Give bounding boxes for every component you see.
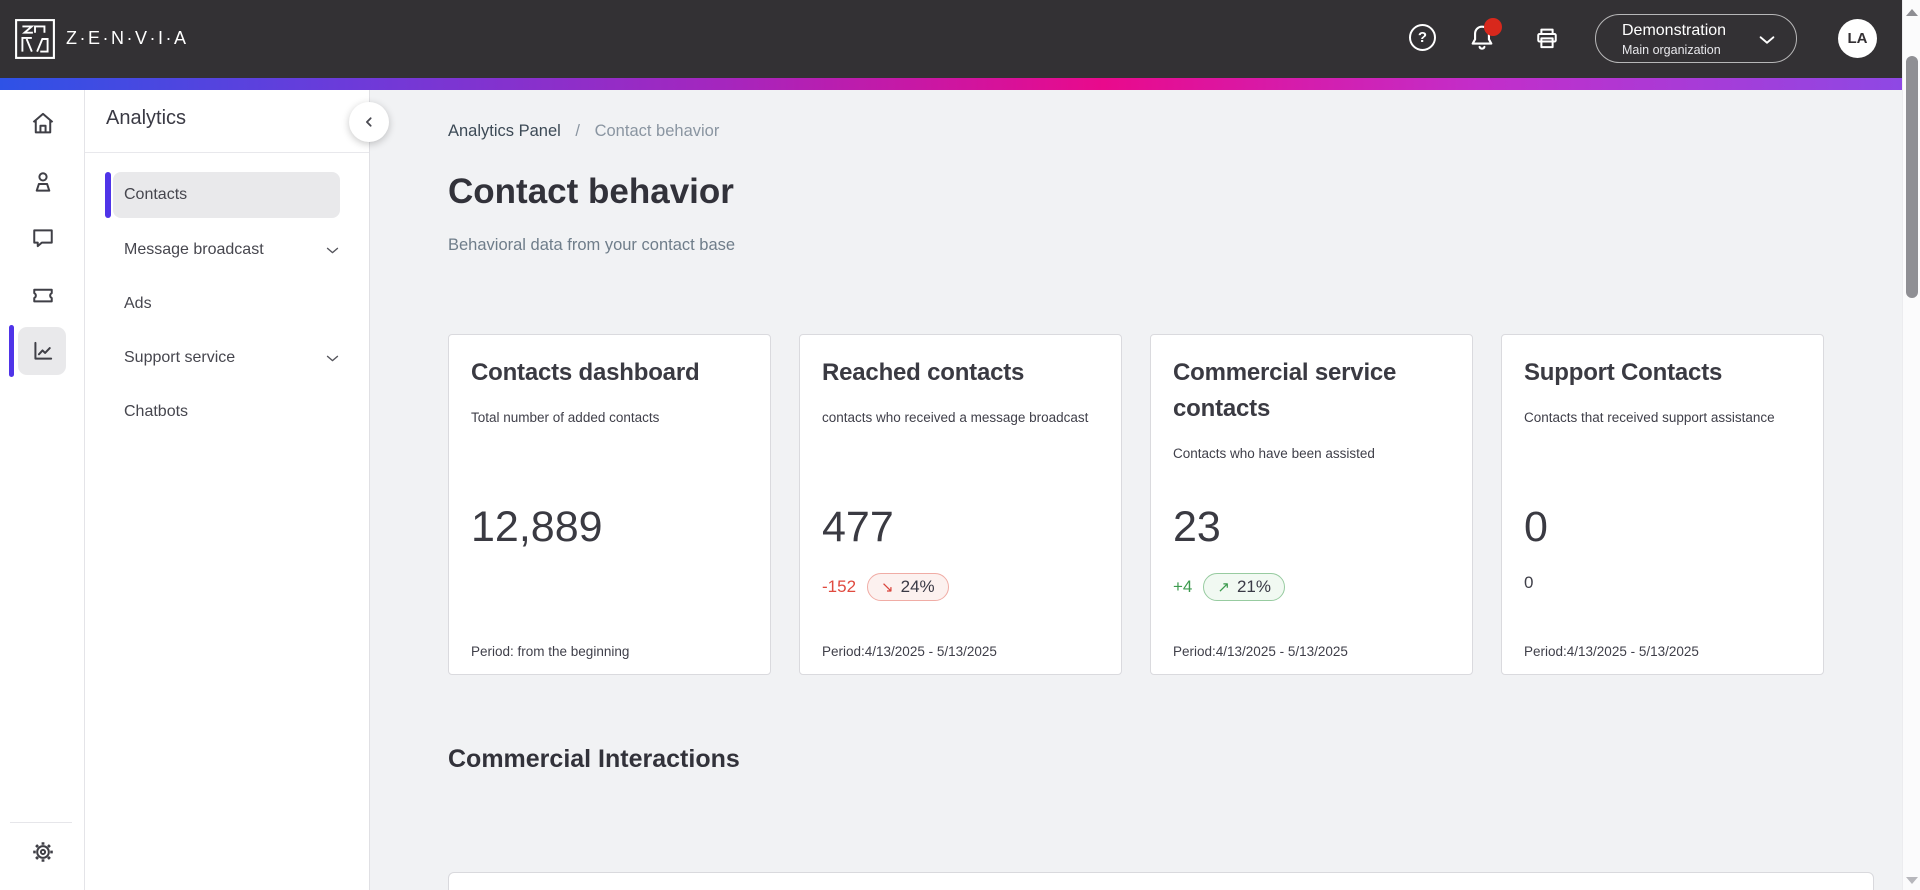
card-description: Contacts who have been assisted — [1173, 446, 1375, 461]
section-title-commercial-interactions: Commercial Interactions — [448, 745, 740, 773]
active-menu-indicator — [105, 172, 111, 218]
active-rail-indicator — [9, 325, 14, 377]
card-reached-contacts: Reached contacts contacts who received a… — [799, 334, 1122, 675]
menu-item-label: Ads — [124, 295, 152, 312]
organization-name: Demonstration — [1622, 22, 1727, 39]
breadcrumb: Analytics Panel / Contact behavior — [448, 122, 719, 141]
commercial-interactions-card-top — [448, 872, 1874, 890]
page-subtitle: Behavioral data from your contact base — [448, 236, 736, 254]
card-description: Total number of added contacts — [471, 410, 660, 425]
avatar-initials: LA — [1847, 30, 1868, 47]
card-value: 12,889 — [471, 503, 603, 551]
organization-unit: Main organization — [1622, 43, 1721, 57]
brand-gradient-bar — [0, 78, 1902, 90]
scrollbar-thumb[interactable] — [1906, 56, 1918, 298]
card-period: Period: from the beginning — [471, 644, 630, 659]
rail-divider — [10, 822, 72, 823]
card-title: Support Contacts — [1524, 359, 1723, 386]
trend-badge-up: ↗ 21% — [1203, 573, 1285, 601]
menu-item-message-broadcast[interactable]: Message broadcast — [124, 236, 341, 264]
breadcrumb-analytics-panel-link[interactable]: Analytics Panel — [448, 122, 561, 140]
chevron-down-icon — [1756, 29, 1778, 51]
panel-divider — [85, 152, 369, 153]
card-support-contacts: Support Contacts Contacts that received … — [1501, 334, 1824, 675]
analytics-side-panel: Analytics Contacts Message broadcast Ads… — [85, 90, 389, 890]
arrow-up-right-icon: ↗ — [1217, 579, 1230, 596]
help-icon[interactable]: ? — [1409, 24, 1436, 51]
card-delta-row: +4 ↗ 21% — [1173, 573, 1285, 601]
printer-icon[interactable] — [1532, 24, 1562, 54]
card-contacts-dashboard: Contacts dashboard Total number of added… — [448, 334, 771, 675]
home-icon[interactable] — [29, 109, 57, 137]
card-commercial-service-contacts: Commercial service contacts Contacts who… — [1150, 334, 1473, 675]
user-avatar[interactable]: LA — [1838, 19, 1877, 58]
menu-item-label: Chatbots — [124, 403, 189, 420]
panel-collapse-button[interactable] — [349, 102, 389, 142]
card-title: Commercial service contacts — [1173, 359, 1397, 422]
zenvia-logo-icon[interactable] — [14, 18, 56, 60]
menu-item-label: Contacts — [124, 186, 188, 203]
panel-title: Analytics — [106, 107, 187, 129]
card-period: Period:4/13/2025 - 5/13/2025 — [822, 644, 997, 659]
help-glyph: ? — [1417, 29, 1428, 46]
menu-item-contacts[interactable]: Contacts — [113, 172, 340, 218]
page-title: Contact behavior — [448, 172, 734, 211]
campaigns-ticket-icon[interactable] — [29, 281, 57, 309]
brand-wordmark: Z·E·N·V·I·A — [66, 28, 189, 48]
card-value: 477 — [822, 503, 894, 551]
menu-item-ads[interactable]: Ads — [124, 290, 341, 318]
arrow-down-right-icon: ↘ — [881, 579, 894, 596]
breadcrumb-separator: / — [575, 122, 580, 140]
card-delta-row: -152 ↘ 24% — [822, 573, 949, 601]
scroll-up-arrow[interactable] — [1906, 9, 1918, 16]
delta-value: +4 — [1173, 577, 1193, 596]
card-title: Contacts dashboard — [471, 359, 700, 386]
card-period: Period:4/13/2025 - 5/13/2025 — [1173, 644, 1348, 659]
menu-item-label: Message broadcast — [124, 241, 264, 258]
scrollbar[interactable] — [1902, 0, 1920, 890]
chevron-left-icon — [359, 112, 379, 132]
trend-percent: 24% — [900, 577, 935, 596]
trend-badge-down: ↘ 24% — [867, 573, 949, 601]
settings-gear-icon[interactable] — [29, 838, 57, 866]
scroll-down-arrow[interactable] — [1906, 877, 1918, 884]
card-period: Period:4/13/2025 - 5/13/2025 — [1524, 644, 1699, 659]
analytics-chart-icon[interactable] — [29, 337, 57, 365]
delta-value: -152 — [822, 577, 857, 596]
card-description: Contacts that received support assistanc… — [1524, 410, 1775, 425]
menu-item-chatbots[interactable]: Chatbots — [124, 398, 341, 426]
chevron-down-icon — [324, 350, 341, 367]
card-title: Reached contacts — [822, 359, 1025, 386]
card-value: 23 — [1173, 503, 1221, 551]
organization-switcher[interactable]: Demonstration Main organization — [1595, 14, 1797, 63]
menu-item-support-service[interactable]: Support service — [124, 344, 341, 372]
card-description: contacts who received a message broadcas… — [822, 410, 1089, 425]
menu-item-label: Support service — [124, 349, 236, 366]
top-header-bar: Z·E·N·V·I·A ? Demonstration Main organiz… — [0, 0, 1902, 78]
notifications-bell-icon[interactable] — [1466, 18, 1502, 56]
conversations-chat-icon[interactable] — [29, 224, 57, 252]
breadcrumb-current: Contact behavior — [594, 122, 720, 140]
main-content: Analytics Panel / Contact behavior Conta… — [370, 90, 1902, 890]
trend-percent: 21% — [1236, 577, 1271, 596]
contacts-person-icon[interactable] — [29, 168, 57, 196]
icon-nav-rail — [0, 90, 85, 890]
card-value: 0 — [1524, 503, 1548, 551]
card-delta-row: 0 — [1524, 573, 1533, 593]
notification-badge-dot — [1484, 18, 1502, 36]
delta-value: 0 — [1524, 573, 1534, 592]
chevron-down-icon — [324, 242, 341, 259]
